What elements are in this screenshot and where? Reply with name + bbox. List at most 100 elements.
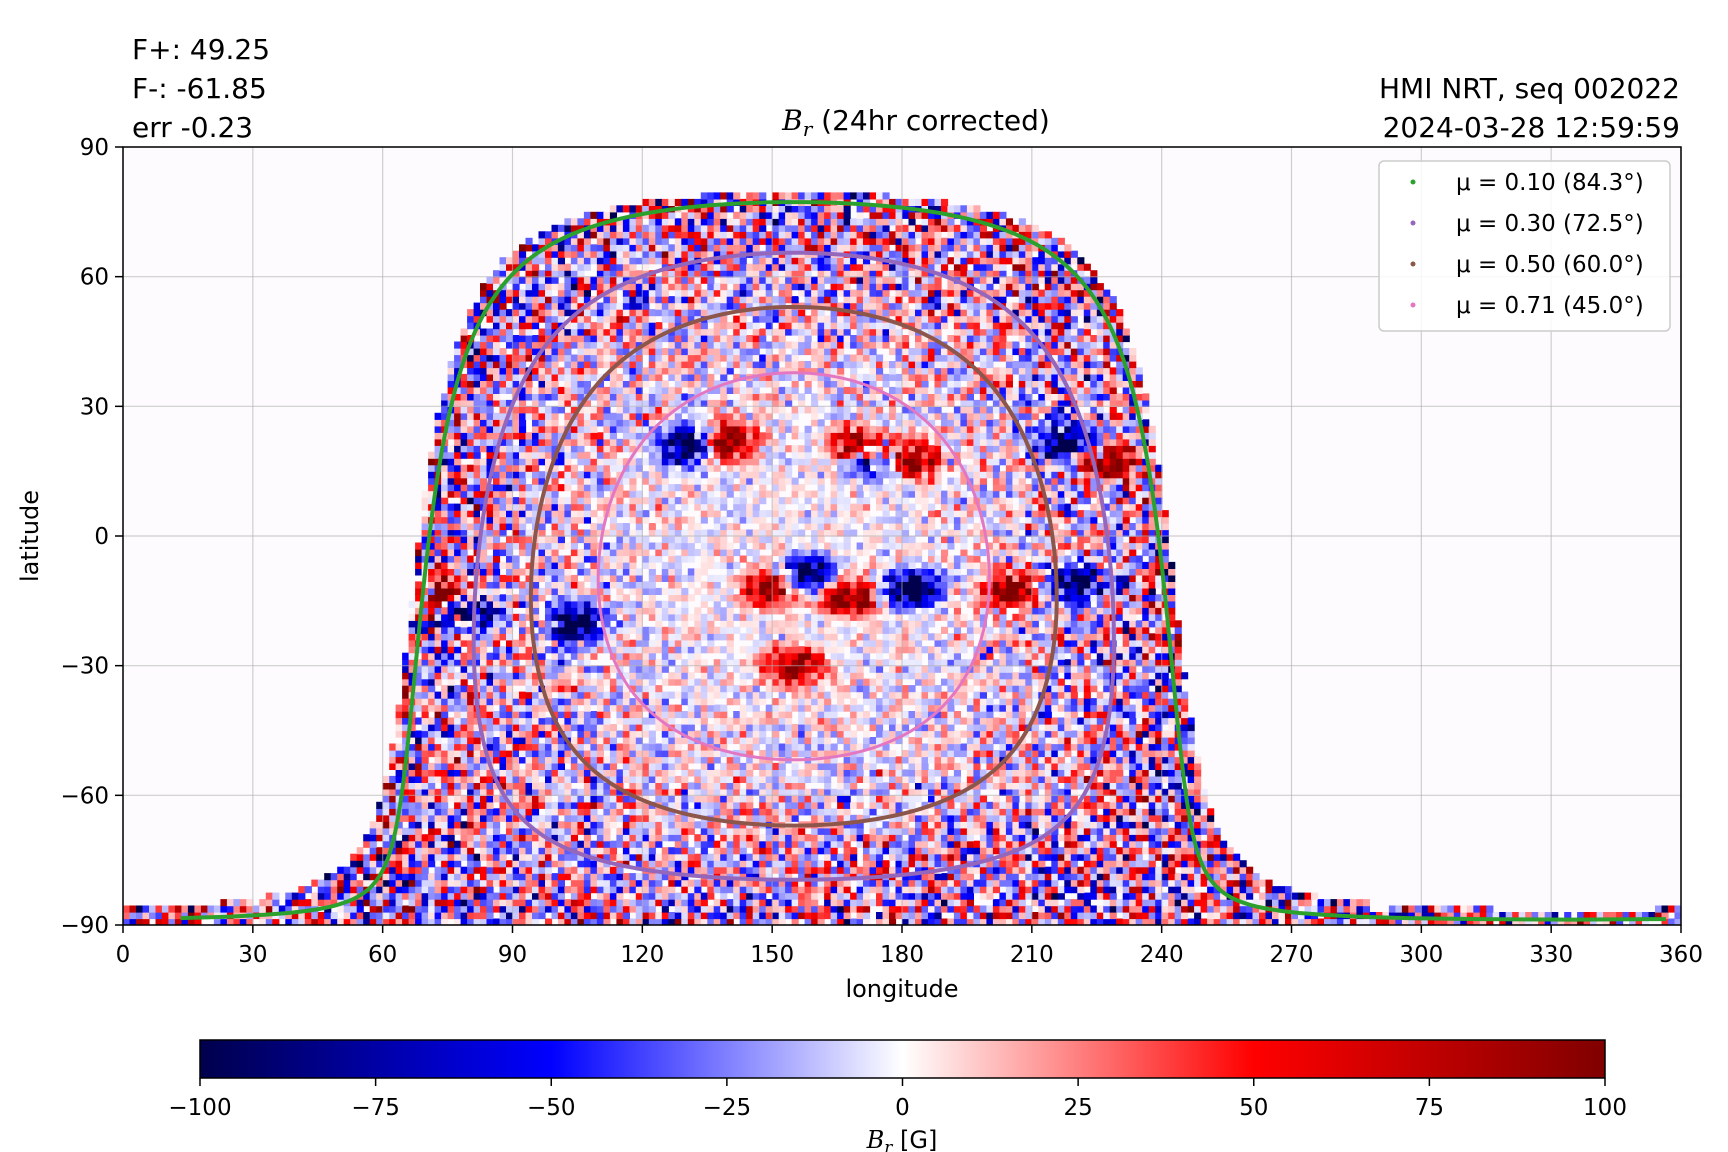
heatmap-cell [1129,730,1137,738]
heatmap-cell [1051,801,1059,809]
heatmap-cell [1577,918,1585,925]
heatmap-cell [1077,827,1085,835]
heatmap-cell [830,866,838,874]
heatmap-cell [837,769,845,777]
heatmap-cell [317,912,325,920]
heatmap-cell [798,672,806,680]
heatmap-cell [837,918,845,925]
heatmap-cell [421,918,429,925]
heatmap-cell [1025,827,1033,835]
heatmap-cell [908,698,916,706]
heatmap-cell [824,672,832,680]
heatmap-cell [428,762,436,770]
heatmap-cell [817,762,825,770]
heatmap-cell [707,879,715,887]
heatmap-cell [590,860,598,868]
heatmap-cell [168,905,176,913]
heatmap-cell [408,866,416,874]
heatmap-cell [785,743,793,751]
heatmap-cell [1155,691,1163,699]
heatmap-cell [304,912,312,920]
heatmap-cell [1116,724,1124,732]
heatmap-cell [960,827,968,835]
heatmap-cell [1324,899,1332,907]
heatmap-cell [564,827,572,835]
heatmap-cell [869,795,877,803]
heatmap-cell [395,840,403,848]
heatmap-cell [1109,704,1117,712]
heatmap-cell [941,892,949,900]
heatmap-cell [1161,743,1169,751]
heatmap-cell [415,899,423,907]
heatmap-cell [1025,704,1033,712]
heatmap-cell [1103,892,1111,900]
heatmap-cell [564,691,572,699]
heatmap-cell [720,834,728,842]
heatmap-cell [1005,853,1013,861]
heatmap-cell [655,762,663,770]
heatmap-cell [863,730,871,738]
heatmap-cell [1272,899,1280,907]
heatmap-cell [986,737,994,745]
heatmap-cell [992,795,1000,803]
heatmap-cell [1031,743,1039,751]
heatmap-cell [1038,678,1046,686]
heatmap-cell [499,743,507,751]
heatmap-cell [687,743,695,751]
heatmap-cell [596,814,604,822]
heatmap-cell [1122,860,1130,868]
heatmap-cell [1129,899,1137,907]
heatmap-cell [389,808,397,816]
heatmap-cell [1109,814,1117,822]
heatmap-cell [421,795,429,803]
heatmap-cell [648,886,656,894]
heatmap-cell [1109,775,1117,783]
heatmap-cell [421,866,429,874]
heatmap-cell [895,899,903,907]
heatmap-cell [765,711,773,719]
heatmap-cell [824,892,832,900]
heatmap-cell [564,788,572,796]
heatmap-cell [850,788,858,796]
heatmap-cell [1148,730,1156,738]
heatmap-cell [733,847,741,855]
heatmap-cell [467,750,475,758]
heatmap-cell [402,665,410,673]
heatmap-cell [415,672,423,680]
heatmap-cell [947,704,955,712]
heatmap-cell [1038,821,1046,829]
heatmap-cell [389,886,397,894]
heatmap-cell [1005,717,1013,725]
heatmap-cell [850,717,858,725]
heatmap-cell [1187,788,1195,796]
heatmap-cell [798,782,806,790]
heatmap-cell [811,912,819,920]
heatmap-cell [337,879,345,887]
heatmap-cell [1194,782,1202,790]
heatmap-cell [928,691,936,699]
heatmap-cell [278,905,286,913]
heatmap-cell [486,892,494,900]
heatmap-cell [1083,853,1091,861]
heatmap-cell [1142,691,1150,699]
heatmap-cell [934,782,942,790]
heatmap-cell [1336,918,1344,925]
heatmap-cell [1161,912,1169,920]
heatmap-cell [545,899,553,907]
heatmap-cell [1298,899,1306,907]
heatmap-cell [506,711,514,719]
heatmap-cell [1122,795,1130,803]
heatmap-cell [915,821,923,829]
heatmap-cell [408,782,416,790]
heatmap-cell [609,866,617,874]
heatmap-cell [798,788,806,796]
heatmap-cell [557,808,565,816]
heatmap-cell [538,756,546,764]
heatmap-cell [902,879,910,887]
heatmap-cell [635,704,643,712]
heatmap-cell [953,834,961,842]
heatmap-cell [966,672,974,680]
heatmap-cell [402,892,410,900]
heatmap-cell [629,685,637,693]
heatmap-cell [441,691,449,699]
